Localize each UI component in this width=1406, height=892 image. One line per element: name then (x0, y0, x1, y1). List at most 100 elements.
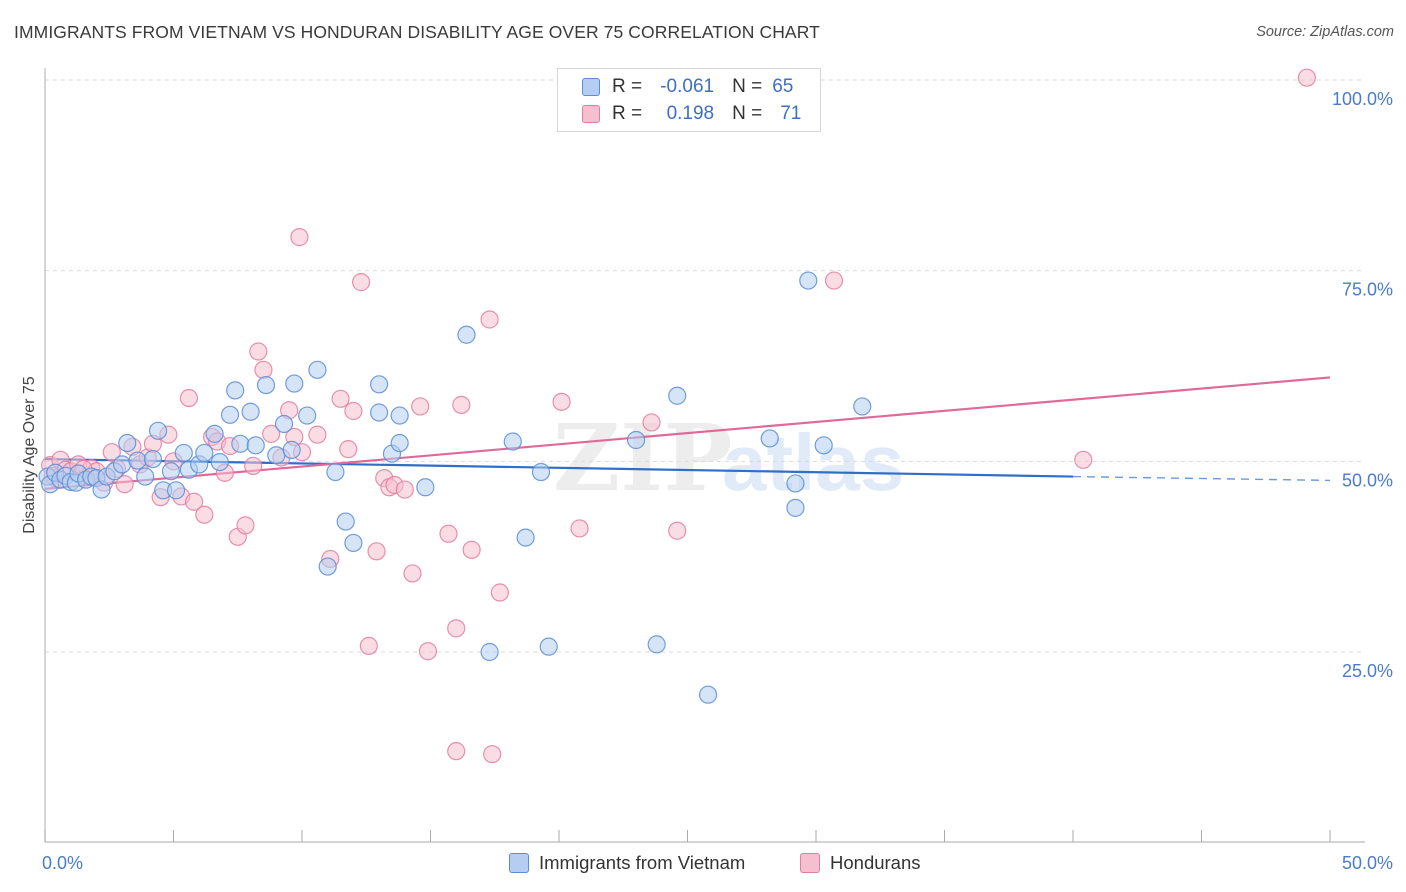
y-tick-label: 50.0% (1342, 470, 1393, 490)
legend-r-label: R = (612, 103, 643, 124)
y-tick-label: 75.0% (1342, 280, 1393, 300)
point-vietnam (799, 271, 818, 290)
point-hondurans (668, 521, 687, 540)
point-hondurans (331, 389, 350, 408)
watermark-atlas: atlas (722, 418, 904, 507)
point-hondurans (490, 583, 509, 602)
x-tick-label-max: 50.0% (1342, 853, 1393, 873)
point-vietnam (298, 406, 317, 425)
point-hondurans (395, 480, 414, 499)
legend-r-label: R = (612, 76, 643, 97)
legend-r-value: -0.061 (660, 76, 715, 97)
point-hondurans (236, 516, 255, 535)
point-vietnam (416, 478, 435, 497)
point-vietnam (539, 637, 558, 656)
axes (44, 68, 1365, 843)
point-vietnam (457, 325, 476, 344)
legend-n-value: 71 (780, 103, 802, 124)
point-hondurans (411, 397, 430, 416)
point-hondurans (439, 524, 458, 543)
point-hondurans (403, 564, 422, 583)
point-vietnam (282, 440, 301, 459)
legend-n-label: N = (732, 76, 763, 97)
point-hondurans (570, 519, 589, 538)
point-vietnam (370, 375, 389, 394)
point-vietnam (344, 533, 363, 553)
series-legend: Immigrants from Vietnam Hondurans (0, 852, 1406, 878)
point-vietnam (698, 685, 718, 704)
point-hondurans (418, 642, 438, 661)
point-vietnam (326, 462, 345, 482)
point-vietnam (231, 434, 250, 453)
point-vietnam (336, 512, 355, 531)
x-tick-labels: 0.0% 50.0% (42, 853, 1393, 873)
legend-item-hondurans: Hondurans (800, 852, 921, 874)
point-hondurans (352, 273, 371, 292)
point-vietnam (285, 374, 304, 393)
point-hondurans (195, 505, 214, 524)
point-hondurans (290, 228, 309, 247)
point-hondurans (1297, 68, 1316, 87)
point-vietnam (370, 403, 389, 422)
point-vietnam (274, 414, 294, 434)
point-vietnam (308, 360, 327, 379)
legend-swatch-pink (800, 853, 820, 873)
point-vietnam (531, 462, 551, 482)
point-hondurans (359, 636, 378, 655)
legend-row-hondurans: R = 0.198 N = 71 (558, 100, 801, 128)
point-hondurans (344, 401, 363, 421)
point-vietnam (318, 557, 337, 576)
legend-r-value: 0.198 (666, 103, 715, 124)
point-vietnam (246, 436, 265, 455)
y-tick-labels: 25.0% 50.0% 75.0% 100.0% (1332, 89, 1393, 681)
correlation-legend: R = -0.061 N = 65 R = 0.198 N = 71 (557, 68, 821, 132)
legend-label-hondurans: Hondurans (830, 852, 921, 873)
point-hondurans (115, 475, 134, 494)
point-vietnam (205, 424, 224, 443)
point-hondurans (552, 392, 571, 411)
point-hondurans (1074, 450, 1093, 469)
grid-lines (45, 79, 1365, 653)
point-hondurans (824, 271, 844, 290)
point-vietnam (786, 498, 805, 517)
legend-n-label: N = (732, 103, 763, 124)
legend-row-vietnam: R = -0.061 N = 65 (558, 73, 793, 101)
point-vietnam (143, 449, 163, 469)
point-vietnam (853, 397, 872, 416)
point-vietnam (647, 635, 666, 654)
point-vietnam (166, 481, 186, 500)
chart-title: IMMIGRANTS FROM VIETNAM VS HONDURAN DISA… (14, 22, 820, 42)
point-hondurans (184, 492, 204, 511)
point-vietnam (256, 375, 276, 395)
y-axis-label: Disability Age Over 75 (21, 376, 38, 534)
legend-swatch-blue (509, 853, 529, 873)
point-vietnam (220, 405, 240, 424)
point-vietnam (760, 429, 779, 448)
point-vietnam (626, 430, 646, 450)
point-vietnam (136, 467, 155, 486)
point-vietnam (148, 421, 168, 440)
point-vietnam (480, 642, 499, 662)
point-hondurans (102, 443, 121, 462)
point-hondurans (244, 456, 263, 476)
point-vietnam (390, 406, 409, 425)
point-hondurans (249, 342, 268, 361)
point-vietnam (161, 462, 181, 481)
point-hondurans (483, 745, 502, 764)
point-hondurans (339, 440, 358, 459)
point-hondurans (308, 425, 327, 444)
point-vietnam (195, 443, 214, 463)
point-hondurans (367, 542, 386, 561)
point-hondurans (254, 360, 273, 379)
point-hondurans (179, 388, 199, 408)
legend-swatch-blue (582, 78, 600, 96)
trend-line-vietnam-extension (1072, 475, 1331, 482)
point-vietnam (668, 386, 687, 405)
watermark: ZIP atlas (553, 404, 904, 512)
point-hondurans (480, 310, 499, 329)
point-vietnam (814, 436, 833, 455)
point-vietnam (516, 528, 535, 547)
point-vietnam (118, 433, 137, 453)
legend-n-value: 65 (772, 76, 794, 97)
point-vietnam (241, 402, 260, 421)
